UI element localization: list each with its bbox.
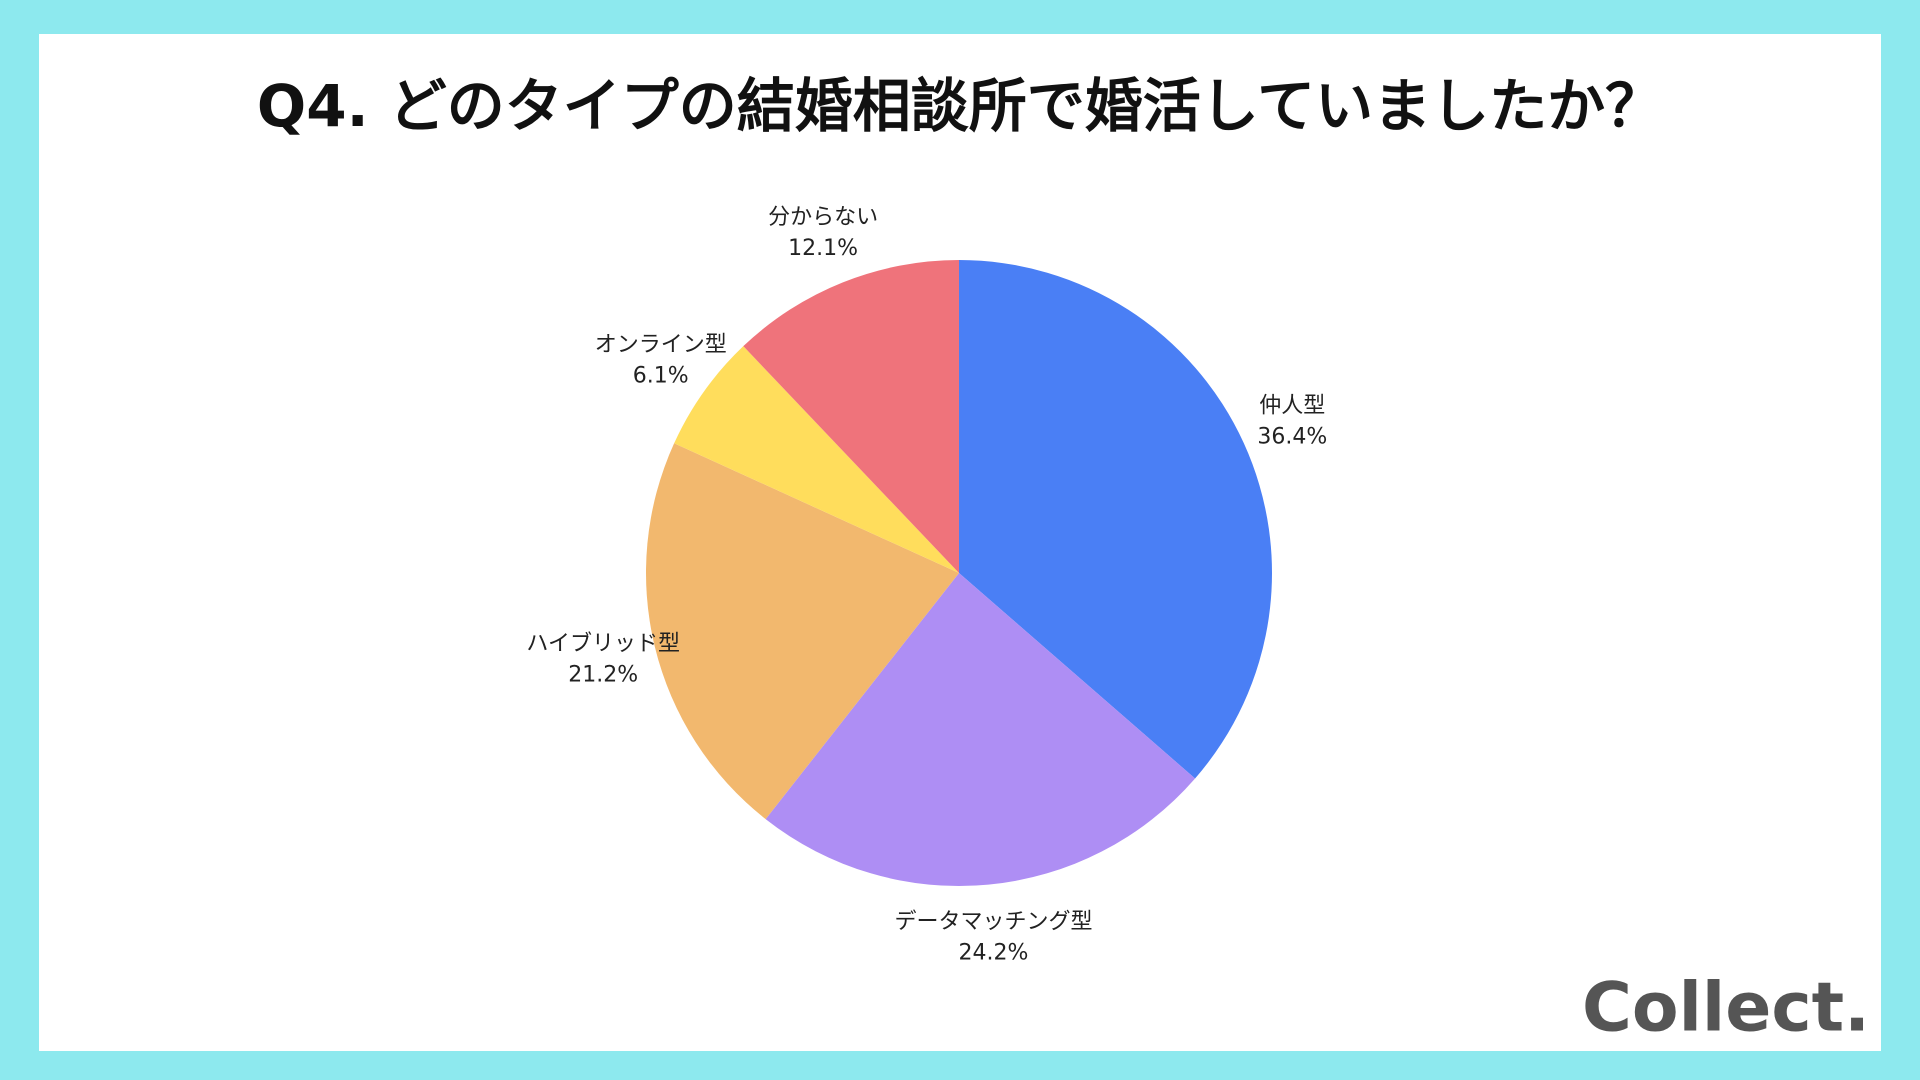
slice-value-label: 21.2%: [568, 663, 638, 688]
slice-value-label: 36.4%: [1257, 424, 1327, 449]
slice-value-label: 12.1%: [788, 236, 858, 261]
slice-label: 仲人型: [1259, 393, 1325, 418]
pie-slice: [959, 260, 1273, 779]
pie-slice: [743, 260, 959, 573]
chart-title: Q4. どのタイプの結婚相談所で婚活していましたか？: [257, 72, 1663, 140]
pie-slice: [765, 573, 1196, 886]
slice-value-label: 6.1%: [633, 364, 689, 389]
slice-value-label: 24.2%: [959, 941, 1029, 966]
pie-slice: [674, 346, 959, 573]
brand-logo: Collect.: [1582, 969, 1870, 1048]
slice-label: 分からない: [768, 205, 878, 230]
pie-slice: [646, 443, 959, 820]
slice-label: ハイブリッド型: [526, 632, 680, 657]
slice-label: オンライン型: [595, 333, 727, 358]
slice-label: データマッチング型: [894, 910, 1092, 935]
